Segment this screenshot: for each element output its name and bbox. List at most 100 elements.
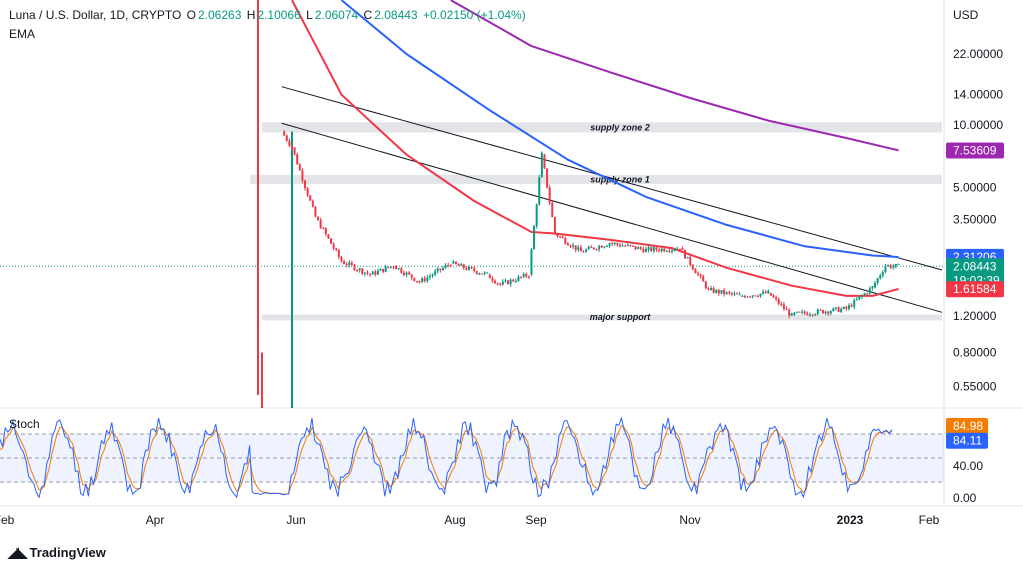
candle-body bbox=[559, 236, 562, 238]
candle-body bbox=[733, 293, 736, 295]
candle-body bbox=[879, 275, 882, 279]
time-tick-label: Feb bbox=[0, 513, 15, 527]
candle-body bbox=[428, 276, 431, 278]
candle-body bbox=[467, 266, 470, 270]
stoch-indicator-label[interactable]: Stoch bbox=[9, 417, 40, 431]
candle-body bbox=[793, 312, 796, 315]
candle-body bbox=[387, 266, 390, 268]
candle-body bbox=[572, 245, 575, 247]
candle-body bbox=[582, 251, 585, 253]
candle-body bbox=[566, 243, 569, 246]
candle-body bbox=[738, 294, 741, 296]
candle-body bbox=[634, 246, 637, 250]
candle-body bbox=[894, 263, 897, 267]
candle-body bbox=[475, 271, 478, 274]
ema-short-line bbox=[291, 0, 899, 297]
candle-body bbox=[798, 311, 801, 313]
candle-body bbox=[657, 249, 660, 251]
price-tick-label: 0.80000 bbox=[953, 346, 997, 360]
candle-body bbox=[363, 272, 366, 274]
candle-body bbox=[655, 247, 658, 250]
candle-body bbox=[543, 154, 546, 169]
candle-body bbox=[850, 305, 853, 307]
candle-body bbox=[889, 265, 892, 268]
candle-body bbox=[402, 272, 405, 275]
candle-body bbox=[460, 264, 463, 266]
candle-body bbox=[824, 311, 827, 314]
candle-body bbox=[736, 293, 739, 295]
price-badge-value: 7.53609 bbox=[953, 143, 997, 157]
candle-body bbox=[592, 247, 595, 250]
candle-body bbox=[353, 264, 356, 271]
candle-body bbox=[499, 283, 502, 285]
candle-body bbox=[855, 299, 858, 301]
tradingview-logo[interactable]: ◢◣ TradingView bbox=[8, 544, 106, 561]
candle-body bbox=[509, 279, 512, 285]
candle-body bbox=[421, 278, 424, 283]
candle-body bbox=[551, 202, 554, 218]
candle-body bbox=[405, 272, 408, 275]
candle-body bbox=[754, 295, 757, 297]
candle-body bbox=[749, 296, 752, 298]
candle-body bbox=[759, 293, 762, 297]
candle-body bbox=[389, 266, 392, 268]
price-badge bbox=[946, 142, 1004, 159]
candle-body bbox=[527, 276, 530, 278]
time-tick-label: Sep bbox=[525, 513, 547, 527]
change-value: +0.02150 (+1.04%) bbox=[422, 8, 526, 22]
trendline bbox=[281, 86, 943, 271]
zone-label: major support bbox=[590, 312, 652, 322]
candle-body bbox=[887, 265, 890, 267]
candle-body bbox=[814, 314, 817, 316]
candle-body bbox=[866, 293, 869, 295]
candle-body bbox=[330, 238, 333, 244]
candle-body bbox=[470, 266, 473, 269]
ema-indicator-label[interactable]: EMA bbox=[9, 27, 36, 41]
candle-body bbox=[684, 249, 687, 259]
candle-body bbox=[681, 248, 684, 250]
candle-body bbox=[834, 307, 837, 309]
candle-body bbox=[447, 265, 450, 267]
symbol-title[interactable]: Luna / U.S. Dollar, 1D, CRYPTO bbox=[9, 8, 182, 22]
candle-body bbox=[717, 289, 720, 294]
candle-body bbox=[712, 288, 715, 293]
candle-body bbox=[897, 263, 900, 265]
candle-body bbox=[605, 245, 608, 247]
candle-body bbox=[577, 247, 580, 250]
price-badge bbox=[946, 258, 1004, 289]
zone-band bbox=[262, 122, 942, 133]
candle-body bbox=[291, 145, 293, 148]
candle-body bbox=[309, 195, 312, 201]
candle-body bbox=[569, 245, 572, 247]
candle-body bbox=[608, 243, 611, 246]
candle-body bbox=[481, 273, 484, 275]
candle-body bbox=[366, 272, 369, 274]
price-tick-label: 0.55000 bbox=[953, 379, 997, 393]
stoch-badge bbox=[946, 418, 988, 435]
candle-body bbox=[301, 170, 304, 181]
candle-body bbox=[881, 272, 884, 276]
candle-body bbox=[884, 266, 887, 273]
stoch-k-line bbox=[0, 416, 893, 499]
candle-body bbox=[494, 280, 497, 284]
candle-body bbox=[439, 268, 442, 270]
candle-body bbox=[426, 277, 429, 281]
candle-body bbox=[676, 248, 679, 250]
candle-body bbox=[454, 261, 457, 265]
price-badge-value: 1.61584 bbox=[953, 282, 997, 296]
stoch-tick-label: 84.98 bbox=[953, 419, 983, 433]
candle-body bbox=[483, 272, 486, 274]
zone-band bbox=[262, 314, 942, 321]
candle-body bbox=[371, 271, 374, 275]
ohlc-header: Luna / U.S. Dollar, 1D, CRYPTO O 2.06263 … bbox=[9, 8, 528, 22]
candle-body bbox=[501, 281, 504, 285]
candle-body bbox=[514, 281, 517, 283]
candle-body bbox=[311, 200, 314, 207]
candle-body bbox=[392, 266, 395, 268]
candle-body bbox=[840, 308, 843, 312]
candle-body bbox=[340, 256, 343, 262]
trendline bbox=[281, 122, 943, 313]
candle-body bbox=[488, 274, 491, 279]
time-tick-label: Feb bbox=[919, 513, 940, 527]
